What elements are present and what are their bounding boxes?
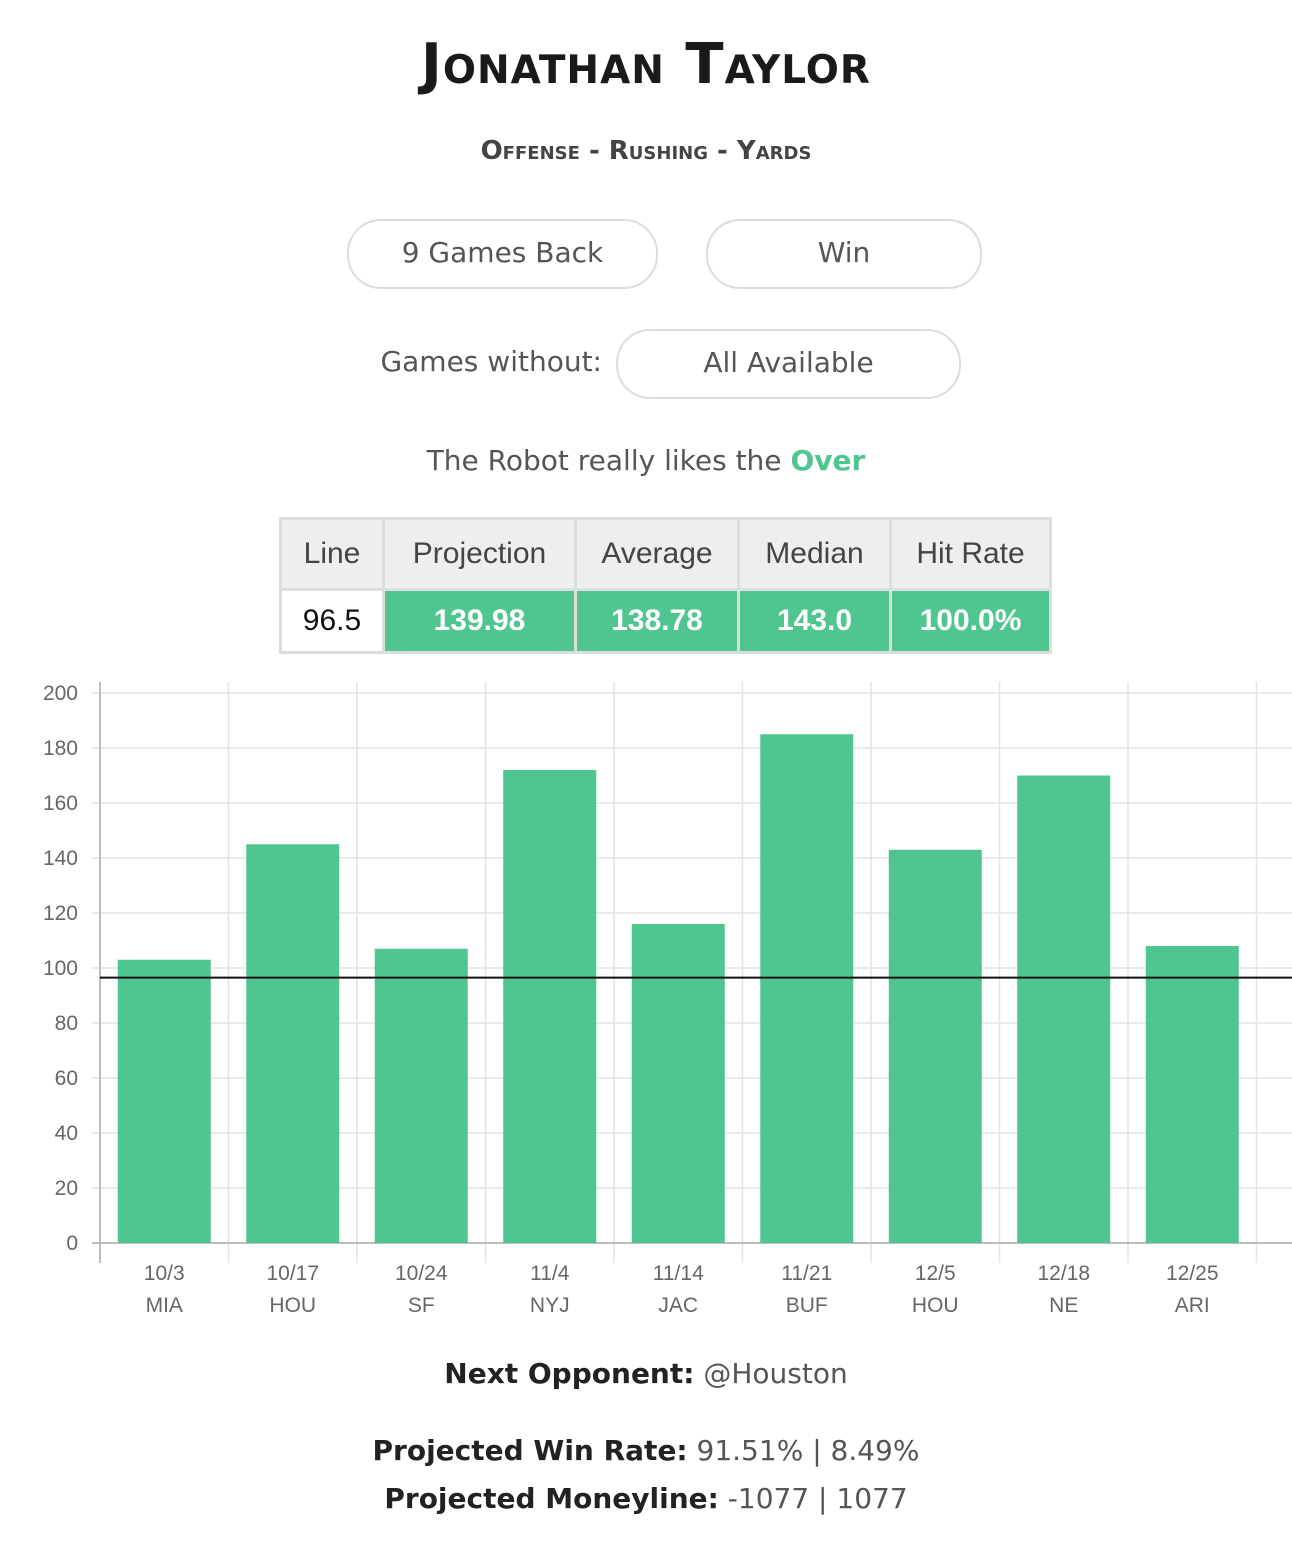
x-tick-label-opponent: HOU [269,1294,316,1317]
x-tick-label-date: 10/3 [144,1262,185,1285]
player-name: Jonathan Taylor [421,32,871,97]
x-tick-label-date: 12/25 [1166,1262,1219,1285]
x-tick-label-opponent: NYJ [530,1294,570,1317]
next-opponent: Next Opponent: @Houston [0,1357,1292,1390]
y-tick-label: 20 [55,1177,78,1200]
header-projection: Projection [382,517,577,591]
bar [374,948,468,1243]
y-tick-label: 0 [66,1232,78,1255]
bar [1145,946,1239,1243]
x-tick-label-opponent: ARI [1175,1294,1210,1317]
y-tick-label: 200 [43,682,78,705]
x-tick-label-opponent: NE [1049,1294,1078,1317]
x-tick-label-date: 12/18 [1037,1262,1090,1285]
bar [117,959,211,1243]
moneyline-value: -1077 | 1077 [727,1482,908,1515]
next-opponent-value: @Houston [703,1357,848,1390]
win-rate-label: Projected Win Rate: [372,1434,688,1467]
projected-win-rate: Projected Win Rate: 91.51% | 8.49% [0,1434,1292,1467]
y-tick-label: 100 [43,957,78,980]
games-back-select[interactable]: 9 Games Back [347,219,658,289]
bar [760,734,854,1243]
x-tick-label-date: 11/21 [781,1262,832,1285]
moneyline-label: Projected Moneyline: [384,1482,719,1515]
x-tick-label-date: 12/5 [915,1262,956,1285]
value-median: 143.0 [737,588,892,654]
y-tick-label: 140 [43,847,78,870]
header-average: Average [574,517,740,591]
stats-value-row: 96.5 139.98 138.78 143.0 100.0% [279,588,1052,654]
robot-prefix: The Robot really likes the [426,444,782,477]
y-tick-label: 80 [55,1012,78,1035]
win-rate-value: 91.51% | 8.49% [696,1434,920,1467]
x-tick-label-date: 11/14 [653,1262,704,1285]
y-tick-label: 180 [43,737,78,760]
robot-recommendation: The Robot really likes the Over [0,444,1292,477]
stats-table: Line Projection Average Median Hit Rate … [279,517,1052,654]
bar [1017,775,1111,1243]
y-tick-label: 120 [43,902,78,925]
x-tick-label-opponent: HOU [912,1294,959,1317]
value-hit-rate: 100.0% [889,588,1052,654]
stat-category: Offense - Rushing - Yards [480,136,812,166]
y-tick-label: 160 [43,792,78,815]
result-filter-select[interactable]: Win [706,219,982,289]
header-median: Median [737,517,892,591]
bar [888,849,982,1243]
rushing-yards-bar-chart: 0 20 40 60 80 100 120 140 160 180 200 10/3 MIA 10/17 H… [43,682,1292,1317]
value-projection: 139.98 [382,588,577,654]
bar [631,924,725,1243]
x-tick-label-date: 10/17 [266,1262,319,1285]
x-tick-label-date: 11/4 [530,1262,570,1285]
x-tick-label-opponent: MIA [146,1294,183,1317]
x-tick-label-opponent: SF [408,1294,435,1317]
x-tick-label-date: 10/24 [395,1262,448,1285]
y-tick-label: 60 [55,1067,78,1090]
next-opponent-label: Next Opponent: [444,1357,695,1390]
value-average: 138.78 [574,588,740,654]
projected-moneyline: Projected Moneyline: -1077 | 1077 [0,1482,1292,1515]
games-without-select[interactable]: All Available [616,329,961,399]
header-line: Line [279,517,385,591]
robot-pick: Over [790,444,866,477]
x-tick-label-opponent: BUF [786,1294,828,1317]
value-line: 96.5 [279,588,385,654]
stats-header-row: Line Projection Average Median Hit Rate [279,517,1052,591]
bar [503,770,597,1243]
y-tick-label: 40 [55,1122,78,1145]
bar [246,844,340,1243]
header-hit-rate: Hit Rate [889,517,1052,591]
x-tick-label-opponent: JAC [658,1294,698,1317]
games-without-label: Games without: [380,345,602,378]
